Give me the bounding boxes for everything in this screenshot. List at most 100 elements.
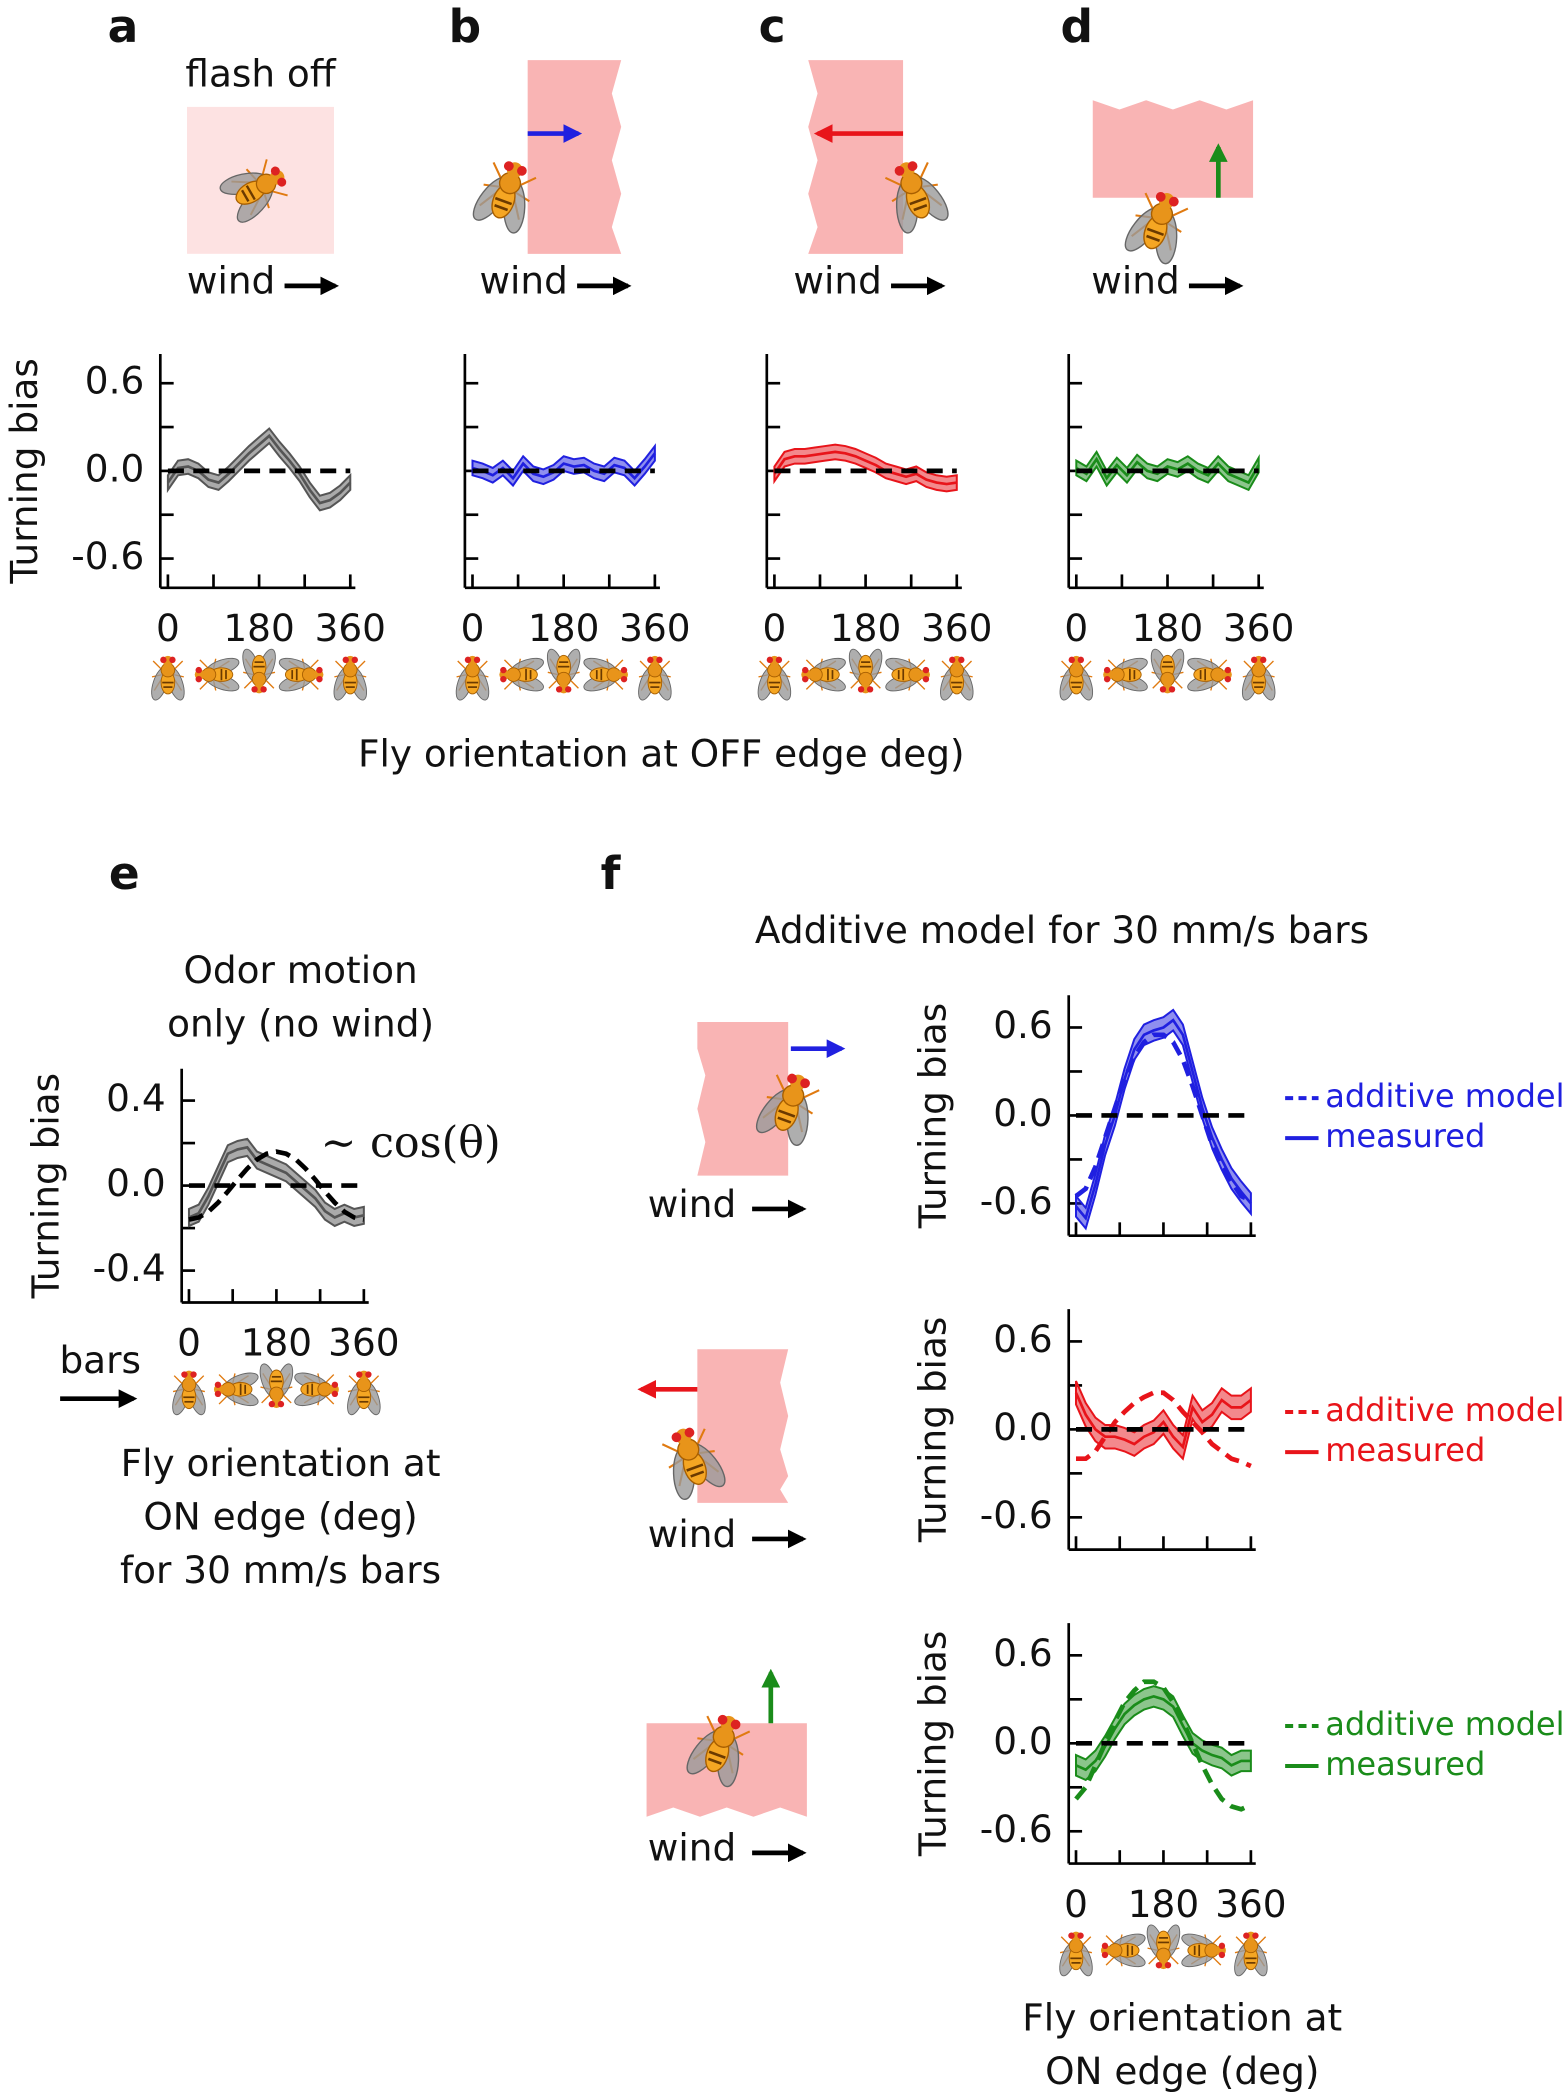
orientation-icon xyxy=(329,655,371,703)
x-tick-label: 360 xyxy=(921,606,992,650)
orientation-icon xyxy=(255,1361,297,1409)
x-axis-label: for 30 mm/s bars xyxy=(120,1548,441,1592)
orientation-icon xyxy=(1184,654,1233,696)
legend-label: additive model xyxy=(1325,1077,1563,1115)
orientation-icon xyxy=(238,646,280,695)
x-tick-label: 360 xyxy=(1223,606,1294,650)
orientation-icon xyxy=(882,654,931,696)
series-line xyxy=(1075,1695,1251,1772)
y-tick-label: -0.6 xyxy=(980,1493,1053,1537)
x-tick-label: 180 xyxy=(241,1321,312,1365)
error-band xyxy=(1075,1008,1252,1231)
y-tick-label: 0.0 xyxy=(106,1161,165,1205)
wind-label: wind xyxy=(648,1182,736,1226)
orientation-icon xyxy=(1178,1929,1227,1971)
orientation-icon xyxy=(193,654,242,696)
legend-label: measured xyxy=(1325,1117,1485,1155)
wind-label: wind xyxy=(1091,259,1179,303)
odor-bar xyxy=(697,1349,789,1503)
y-axis-label: Turning bias xyxy=(911,1631,955,1857)
stimulus-label: flash off xyxy=(185,52,336,96)
annotation: ∼ cos(θ) xyxy=(321,1118,501,1168)
series-line xyxy=(188,1145,365,1219)
orientation-icon xyxy=(1146,646,1189,695)
y-tick-label: 0.0 xyxy=(993,1719,1052,1763)
x-tick-label: 0 xyxy=(1064,606,1088,650)
panel-title: Odor motion xyxy=(183,948,417,992)
x-tick-label: 0 xyxy=(461,606,485,650)
panel-letter: a xyxy=(108,0,139,53)
orientation-icon xyxy=(543,646,585,695)
x-tick-label: 360 xyxy=(1215,1882,1286,1926)
error-band xyxy=(1075,1685,1252,1782)
odor-bar xyxy=(697,1021,789,1176)
series-line xyxy=(1074,1032,1252,1203)
odor-bar xyxy=(808,60,904,254)
orientation-icon xyxy=(634,655,676,703)
y-axis-label: Turning bias xyxy=(911,1003,955,1229)
orientation-icon xyxy=(800,654,849,696)
x-tick-label: 180 xyxy=(528,606,599,650)
orientation-icon xyxy=(213,1368,261,1410)
stimulus-label: bars xyxy=(59,1338,141,1382)
orientation-icon xyxy=(291,1368,340,1410)
y-tick-label: -0.6 xyxy=(980,1179,1053,1223)
legend-label: measured xyxy=(1325,1431,1485,1469)
series-line xyxy=(1076,1390,1252,1469)
wind-label: wind xyxy=(648,1512,736,1556)
y-tick-label: -0.4 xyxy=(93,1246,166,1290)
series-line xyxy=(188,1149,365,1222)
y-tick-label: 0.6 xyxy=(993,1317,1052,1361)
series-line xyxy=(1074,1679,1252,1812)
orientation-icon xyxy=(845,646,887,695)
x-tick-label: 360 xyxy=(328,1321,399,1365)
x-axis-label: Fly orientation at OFF edge deg) xyxy=(358,732,965,776)
error-band xyxy=(471,443,656,488)
orientation-icon xyxy=(1055,655,1097,703)
wind-label: wind xyxy=(479,259,567,303)
x-axis-label: ON edge (deg) xyxy=(1045,2049,1319,2093)
orientation-icon xyxy=(343,1369,385,1418)
orientation-icon xyxy=(451,655,494,703)
error-band xyxy=(773,443,958,493)
x-axis-label: ON edge (deg) xyxy=(143,1494,417,1538)
panel-letter: c xyxy=(759,0,786,53)
odor-bar xyxy=(1092,100,1254,198)
wind-label: wind xyxy=(793,259,881,303)
orientation-icon xyxy=(276,654,325,696)
y-tick-label: 0.0 xyxy=(85,446,144,490)
x-axis-label: Fly orientation at xyxy=(121,1441,441,1485)
orientation-icon xyxy=(168,1369,210,1418)
x-tick-label: 360 xyxy=(315,606,386,650)
x-tick-label: 180 xyxy=(223,606,294,650)
orientation-icon xyxy=(581,654,629,696)
series-line xyxy=(1075,456,1260,485)
y-tick-label: -0.6 xyxy=(71,534,144,578)
y-axis-label: Turning bias xyxy=(911,1317,955,1543)
x-tick-label: 180 xyxy=(830,606,901,650)
panel-letter: b xyxy=(449,0,482,53)
y-tick-label: 0.6 xyxy=(993,1631,1052,1675)
x-tick-label: 0 xyxy=(156,606,180,650)
odor-bar xyxy=(527,60,622,254)
panel-title: Additive model for 30 mm/s bars xyxy=(755,908,1369,952)
x-tick-label: 360 xyxy=(619,606,690,650)
x-tick-label: 0 xyxy=(1064,1882,1088,1926)
orientation-icon xyxy=(753,655,795,703)
y-tick-label: 0.0 xyxy=(993,1091,1052,1135)
y-axis-label: Turning bias xyxy=(24,1073,68,1299)
x-tick-label: 180 xyxy=(1132,606,1203,650)
x-tick-label: 0 xyxy=(763,606,787,650)
orientation-icon xyxy=(1102,654,1151,696)
wind-label: wind xyxy=(187,259,275,303)
y-tick-label: 0.4 xyxy=(106,1076,165,1120)
y-tick-label: 0.0 xyxy=(993,1405,1052,1449)
legend-label: additive model xyxy=(1325,1705,1563,1743)
x-tick-label: 0 xyxy=(177,1321,201,1365)
x-axis-label: Fly orientation at xyxy=(1022,1995,1342,2039)
orientation-icon xyxy=(1100,1929,1148,1971)
orientation-icon xyxy=(936,655,978,703)
orientation-icon xyxy=(1142,1922,1184,1970)
orientation-icon xyxy=(147,655,189,703)
